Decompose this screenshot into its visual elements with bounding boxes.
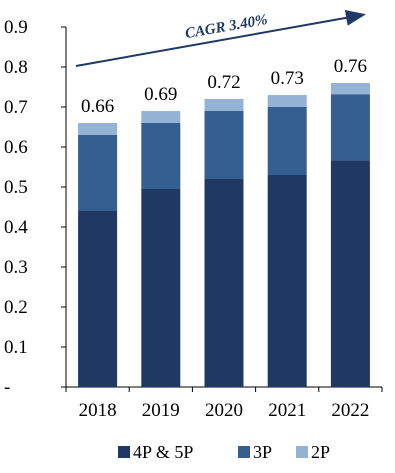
bar-segment: [330, 94, 370, 161]
bar-segment: [267, 95, 307, 107]
cagr-label: CAGR 3.40%: [184, 12, 269, 42]
bar-segment: [330, 160, 370, 387]
y-tick-label: 0.6: [4, 137, 28, 158]
y-tick-label: 0.2: [4, 297, 28, 318]
bar-segment: [141, 189, 181, 387]
total-data-label: 0.72: [207, 72, 240, 93]
y-tick-label: 0.1: [4, 337, 28, 358]
bar-segment: [204, 179, 244, 387]
bar-segment: [204, 111, 244, 179]
bar-segment: [78, 211, 118, 387]
y-tick-label: 0.5: [4, 177, 28, 198]
legend-swatch: [296, 446, 308, 458]
total-data-label: 0.76: [334, 56, 367, 77]
legend-label: 2P: [311, 442, 330, 462]
x-tick-label: 2020: [205, 400, 243, 421]
y-tick-label: -: [4, 377, 10, 398]
x-tick-label: 2021: [268, 400, 306, 421]
legend-label: 4P & 5P: [133, 442, 193, 462]
legend-swatch: [118, 446, 130, 458]
bar-segment: [267, 107, 307, 175]
bar-segment: [141, 123, 181, 189]
bar-segment: [141, 111, 181, 123]
y-tick-label: 0.9: [4, 17, 28, 38]
bar-segment: [330, 83, 370, 95]
y-tick-label: 0.3: [4, 257, 28, 278]
bar-segment: [78, 135, 118, 211]
y-tick-label: 0.4: [4, 217, 28, 238]
y-tick-label: 0.8: [4, 57, 28, 78]
total-data-label: 0.66: [81, 96, 114, 117]
x-tick-label: 2019: [142, 400, 180, 421]
bar-segment: [78, 123, 118, 135]
x-tick-label: 2018: [79, 400, 117, 421]
x-tick-label: 2022: [331, 400, 369, 421]
bar-segment: [204, 99, 244, 111]
legend-swatch: [238, 446, 250, 458]
legend-label: 3P: [253, 442, 272, 462]
bar-segment: [267, 175, 307, 387]
y-tick-label: 0.7: [4, 97, 28, 118]
cagr-arrow: [75, 9, 366, 67]
total-data-label: 0.73: [271, 68, 304, 89]
total-data-label: 0.69: [144, 84, 177, 105]
